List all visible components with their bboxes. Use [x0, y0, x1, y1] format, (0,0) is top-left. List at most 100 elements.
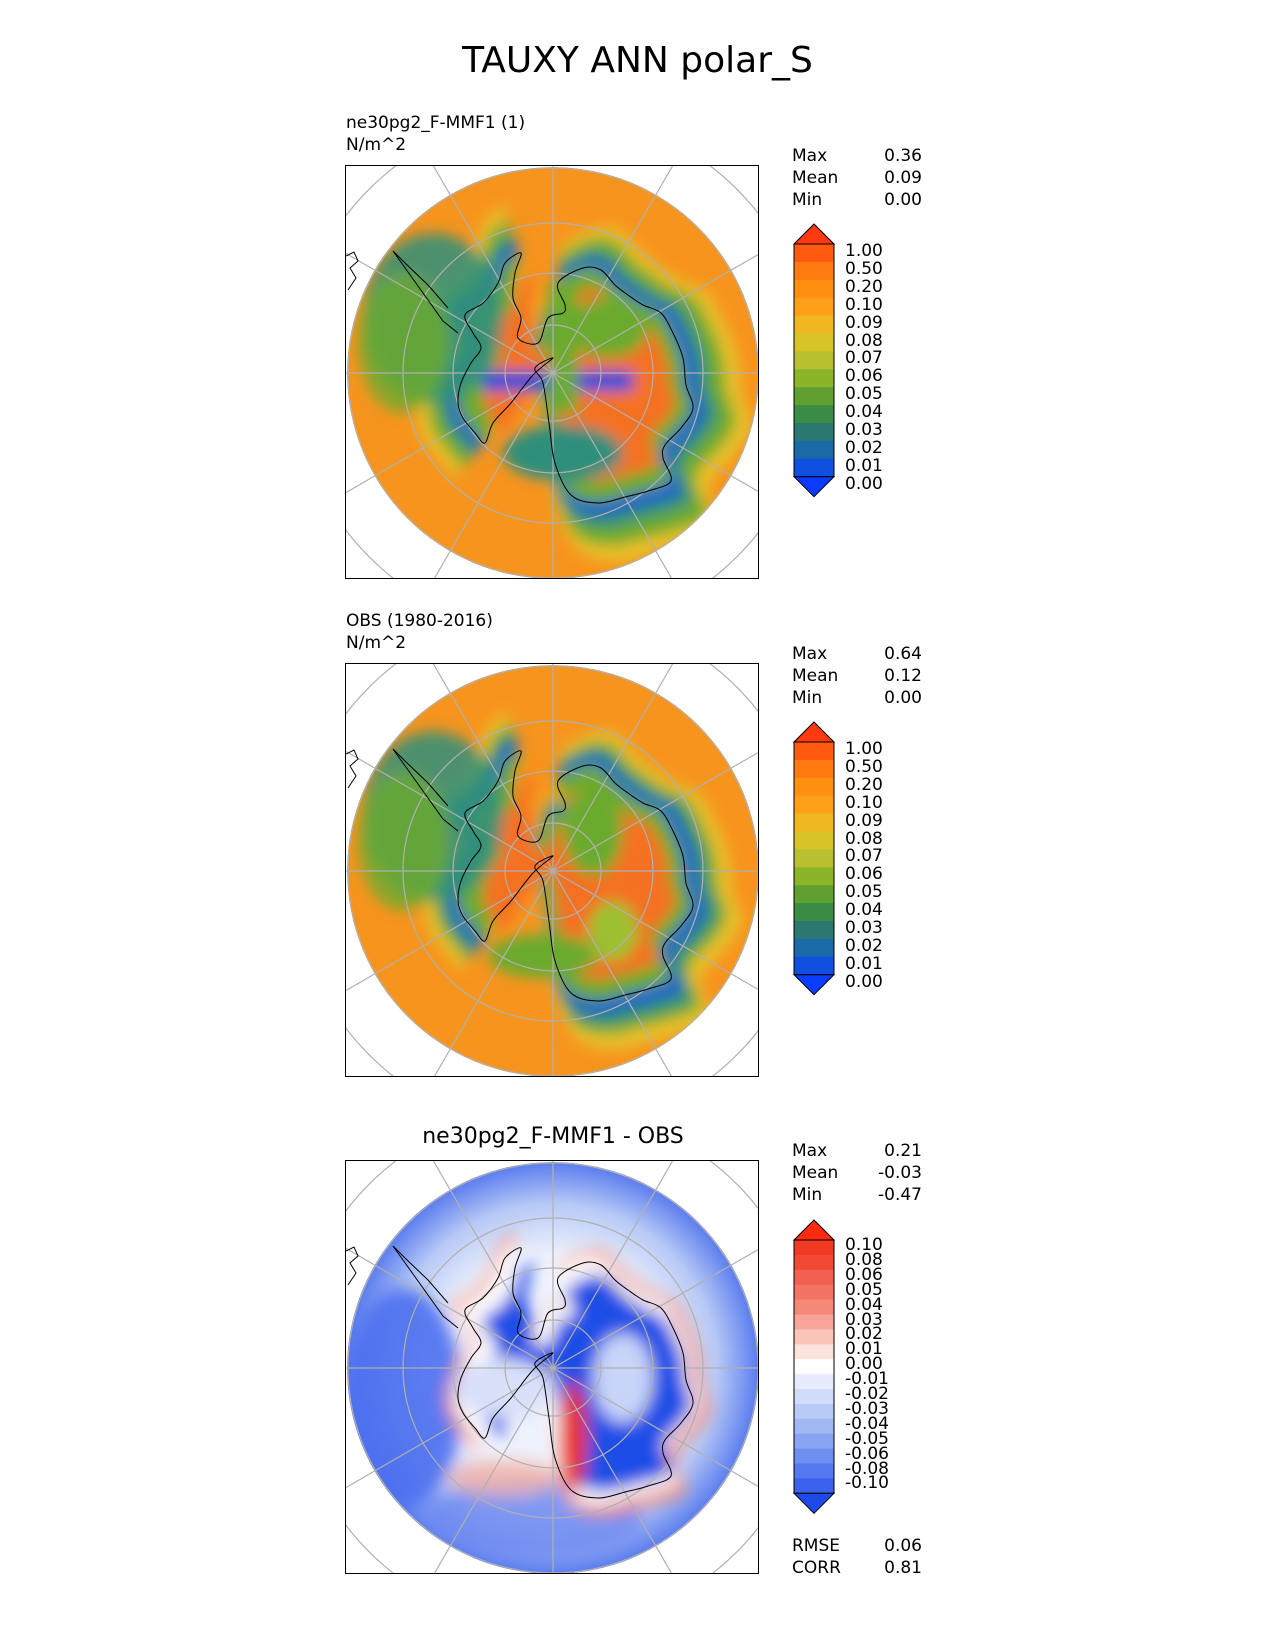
stat-value: 0.00 [884, 688, 922, 708]
peninsula-coastline [392, 250, 459, 334]
graticule [346, 664, 758, 1076]
colorbar-swatch [794, 423, 834, 442]
stat-value: 0.00 [884, 190, 922, 210]
colorbar-tick-label: -0.02 [845, 1384, 889, 1404]
colorbar-tick-label: 0.03 [845, 420, 883, 440]
stat-label: Mean [792, 168, 839, 188]
colorbar-tick-label: 0.04 [845, 900, 883, 921]
colorbar-swatch [794, 279, 834, 299]
colorbar-tick-label: 0.08 [845, 828, 883, 849]
colorbar-tick-label: -0.03 [845, 1398, 889, 1419]
colorbar-extend-min [792, 974, 836, 996]
colorbar-swatch [794, 1478, 834, 1494]
colorbar-tick-label: 0.05 [845, 384, 883, 405]
colorbar-tick-label: 1.00 [845, 739, 883, 759]
colorbar-tick-label: 0.05 [845, 1279, 883, 1300]
colorbar-tick-label: 0.10 [845, 792, 883, 813]
colorbar-tick-label: 0.06 [845, 864, 883, 885]
antarctica-coastline [457, 252, 694, 504]
model-panel-units: N/m^2 [346, 135, 407, 155]
colorbar-tick-label: 0.02 [845, 437, 883, 458]
colorbar-swatch [794, 1254, 834, 1271]
colorbar-tick-label: 0.02 [845, 935, 883, 956]
colorbar-swatch [794, 351, 834, 370]
colorbar-tick-label: 1.00 [845, 241, 883, 261]
colorbar-swatch [794, 956, 834, 976]
colorbar-swatch [794, 333, 834, 352]
colorbar-swatch [794, 297, 834, 317]
obs-colorbar [792, 721, 836, 996]
model-colorbar [792, 223, 836, 498]
colorbar-swatch [794, 1418, 834, 1435]
colorbar-tick-label: 0.06 [845, 366, 883, 387]
colorbar-swatch [794, 458, 834, 478]
colorbar-tick-label: 0.09 [845, 312, 883, 333]
diff-polar-map [345, 1160, 759, 1574]
antarctica-coastline [457, 1247, 694, 1499]
stat-label: Mean [792, 1163, 839, 1183]
stat-label: Max [792, 1141, 828, 1161]
colorbar-swatch [794, 1344, 834, 1360]
stat-value: 0.64 [884, 644, 922, 664]
stat-value: -0.03 [878, 1163, 922, 1183]
obs-panel-units: N/m^2 [346, 633, 407, 653]
colorbar-swatch [794, 867, 834, 886]
colorbar-tick-label: 0.09 [845, 810, 883, 831]
colorbar-swatch [794, 903, 834, 922]
colorbar-tick-label: 0.08 [845, 330, 883, 351]
colorbar-swatch [794, 261, 834, 281]
colorbar-swatch [794, 440, 834, 460]
colorbar-tick-label: 0.03 [845, 1309, 883, 1330]
graticule [346, 166, 758, 578]
colorbar-swatch [794, 369, 834, 388]
colorbar-tick-label: 0.10 [845, 1235, 883, 1255]
colorbar-tick-label: 0.03 [845, 918, 883, 938]
peninsula-coastline [392, 1245, 459, 1329]
colorbar-swatch [794, 777, 834, 797]
colorbar-extend-max [792, 721, 836, 743]
colorbar-tick-label: 0.01 [845, 953, 883, 974]
colorbar-swatch [794, 405, 834, 424]
stat-label: Max [792, 644, 828, 664]
stat-label: Min [792, 1185, 823, 1205]
colorbar-swatch [794, 1389, 834, 1405]
south-america-coastline [346, 1246, 359, 1286]
colorbar-swatch [794, 1299, 834, 1315]
stat-value: 0.36 [884, 146, 922, 166]
colorbar-tick-label: 0.20 [845, 774, 883, 795]
model-panel-header: ne30pg2_F-MMF1 (1) N/m^2 [346, 112, 525, 156]
colorbar-swatch [794, 759, 834, 779]
stat-label: Mean [792, 666, 839, 686]
colorbar-tick-label: -0.01 [845, 1369, 889, 1390]
stat-value: 0.09 [884, 168, 922, 188]
obs-panel-title: OBS (1980-2016) [346, 611, 493, 631]
diff-metrics: RMSE 0.06 CORR 0.81 [792, 1535, 922, 1579]
model-panel-title: ne30pg2_F-MMF1 (1) [346, 113, 526, 133]
colorbar-swatch [794, 1329, 834, 1345]
metric-value: 0.81 [884, 1558, 922, 1578]
colorbar-swatch [794, 1314, 834, 1330]
stat-label: Max [792, 146, 828, 166]
colorbar-tick-label: 0.07 [845, 846, 883, 867]
colorbar-swatch [794, 1433, 834, 1450]
colorbar-tick-label: -0.04 [845, 1413, 889, 1434]
colorbar-swatch [794, 1448, 834, 1464]
colorbar-extend-max [792, 1219, 836, 1241]
colorbar-extend-max [792, 223, 836, 245]
south-america-coastline [346, 749, 359, 789]
peninsula-coastline [392, 748, 459, 832]
colorbar-swatch [794, 813, 834, 832]
colorbar-tick-label: -0.10 [845, 1473, 889, 1494]
graticule [346, 1161, 758, 1573]
figure-title: TAUXY ANN polar_S [462, 40, 813, 81]
colorbar-swatch [794, 1403, 834, 1420]
colorbar-swatch [794, 742, 834, 761]
difference-contours [347, 1162, 758, 1573]
colorbar-swatch [794, 387, 834, 406]
colorbar-swatch [794, 1359, 834, 1375]
colorbar-swatch [794, 1240, 834, 1256]
metric-label: CORR [792, 1558, 841, 1578]
metric-label: RMSE [792, 1536, 841, 1556]
colorbar-swatch [794, 1374, 834, 1390]
colorbar-swatch [794, 315, 834, 334]
